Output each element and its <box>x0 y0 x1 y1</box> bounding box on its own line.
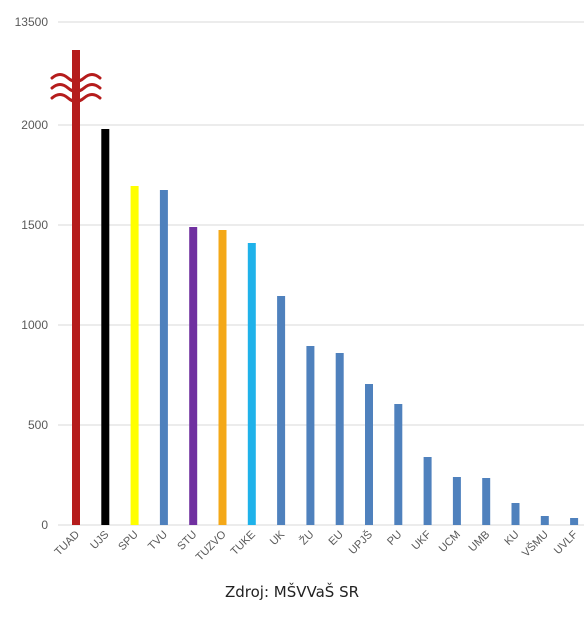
bar-PU <box>394 404 403 525</box>
bar-UCM <box>452 477 461 525</box>
x-tick-label: PU <box>385 529 404 548</box>
x-tick-label: TVU <box>146 529 170 553</box>
y-tick-label: 0 <box>41 518 48 532</box>
bar-UMB <box>482 478 491 525</box>
x-tick-label: UMB <box>467 529 493 555</box>
x-tick-label: UKF <box>410 528 434 552</box>
bar-UPJŠ <box>365 384 373 525</box>
y-tick-label: 500 <box>28 418 48 432</box>
x-tick-label: TUAD <box>52 529 82 559</box>
bars <box>72 50 579 525</box>
x-tick-label: SPU <box>116 529 141 554</box>
x-tick-label: EU <box>327 529 346 548</box>
y-tick-label: 1500 <box>21 218 48 232</box>
y-axis-ticks: 0 500 1000 1500 2000 13500 <box>15 15 49 532</box>
bar-UK <box>277 296 286 525</box>
bar-UVLF <box>570 518 579 525</box>
x-tick-label: UK <box>268 528 288 548</box>
x-tick-label: ŽU <box>297 528 317 548</box>
axis-break-mark <box>50 73 102 103</box>
bar-SPU <box>130 186 139 525</box>
source-note: Zdroj: MŠVVaŠ SR <box>224 583 360 601</box>
x-tick-label: VŠMU <box>519 528 551 560</box>
break-wave-3 <box>50 93 102 103</box>
break-wave-2 <box>50 83 102 93</box>
x-tick-label: TUKE <box>229 529 258 558</box>
x-tick-label: UJS <box>88 529 111 552</box>
break-wave-1 <box>50 73 102 83</box>
bar-EU <box>335 353 344 525</box>
y-tick-label: 2000 <box>21 118 48 132</box>
x-tick-label: TUZVO <box>194 528 229 563</box>
x-tick-label: UVLF <box>552 528 581 557</box>
y-tick-label: 13500 <box>15 15 49 29</box>
bar-UJS <box>101 129 110 525</box>
bar-VŠMU <box>540 516 549 525</box>
bar-UKF <box>423 457 432 525</box>
x-tick-label: KU <box>502 529 521 548</box>
bar-ŽU <box>306 346 315 525</box>
bar-STU <box>189 227 198 525</box>
x-tick-label: UPJŠ <box>346 528 375 557</box>
bar-TUKE <box>247 243 256 525</box>
x-tick-label: STU <box>175 529 199 553</box>
y-tick-label: 1000 <box>21 318 48 332</box>
bar-TUZVO <box>218 230 227 525</box>
gridlines <box>58 21 584 526</box>
x-tick-label: UCM <box>437 529 463 555</box>
bar-TVU <box>159 190 168 525</box>
bar-TUAD <box>72 50 80 525</box>
bar-KU <box>511 503 520 525</box>
